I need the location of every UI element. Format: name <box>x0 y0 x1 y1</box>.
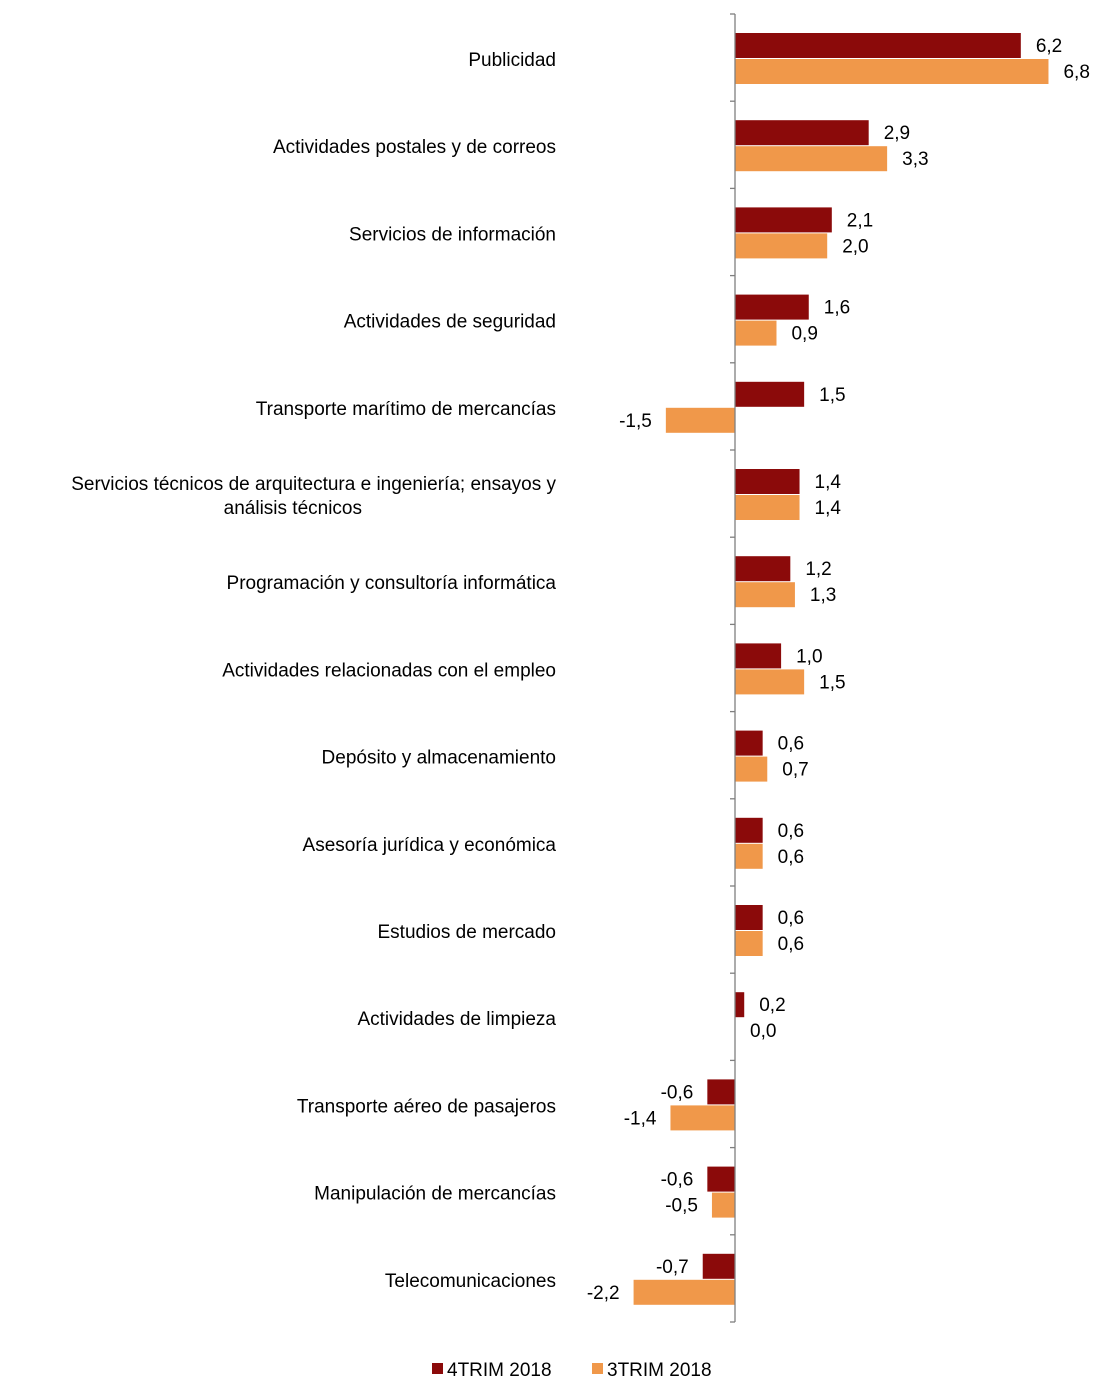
value-label-3trim-2018-estudios-de-mercado: 0,6 <box>778 934 804 955</box>
category-label-servicios-de-informacion: Servicios de información <box>349 224 556 245</box>
category-labels: Publicidad Actividades postales y de corr… <box>71 50 556 1292</box>
bar-3trim-2018-asesoria-juridica-y-economica <box>735 843 763 869</box>
value-label-3trim-2018-transporte-aereo-de-pasajeros: -1,4 <box>624 1108 657 1129</box>
value-label-4trim-2018-asesoria-juridica-y-economica: 0,6 <box>778 821 804 842</box>
category-label-actividades-postales-y-de-correos: Actividades postales y de correos <box>273 137 556 158</box>
value-label-4trim-2018-actividades-de-limpieza: 0,2 <box>759 995 785 1016</box>
value-label-4trim-2018-transporte-aereo-de-pasajeros: -0,6 <box>661 1082 694 1103</box>
bar-4trim-2018-asesoria-juridica-y-economica <box>735 817 763 843</box>
value-axis <box>730 13 736 1323</box>
bar-4trim-2018-manipulacion-de-mercancias <box>707 1166 735 1192</box>
legend-label-4trim-2018: 4TRIM 2018 <box>447 1360 552 1380</box>
bar-3trim-2018-servicios-tecnicos-de-arquitectura-e-ingenieria-ensayos-y-analisis-tecnicos <box>735 495 800 520</box>
value-label-4trim-2018-servicios-de-informacion: 2,1 <box>847 210 873 231</box>
value-label-4trim-2018-actividades-relacionadas-con-el-empleo: 1,0 <box>796 646 822 667</box>
value-label-4trim-2018-transporte-maritimo-de-mercancias: 1,5 <box>819 385 845 406</box>
value-label-3trim-2018-servicios-de-informacion: 2,0 <box>842 236 868 257</box>
category-label-transporte-aereo-de-pasajeros: Transporte aéreo de pasajeros <box>297 1096 556 1117</box>
value-label-3trim-2018-telecomunicaciones: -2,2 <box>587 1283 620 1304</box>
value-label-4trim-2018-deposito-y-almacenamiento: 0,6 <box>778 734 804 755</box>
bar-4trim-2018-publicidad <box>735 33 1021 58</box>
bar-3trim-2018-transporte-aereo-de-pasajeros <box>670 1105 735 1131</box>
value-label-4trim-2018-actividades-de-seguridad: 1,6 <box>824 298 850 319</box>
bar-3trim-2018-servicios-de-informacion <box>735 233 828 259</box>
bar-3trim-2018-transporte-maritimo-de-mercancias <box>665 407 735 433</box>
bar-4trim-2018-actividades-de-seguridad <box>735 294 809 320</box>
bar-4trim-2018-servicios-de-informacion <box>735 207 832 233</box>
value-label-4trim-2018-actividades-postales-y-de-correos: 2,9 <box>884 123 910 144</box>
value-label-3trim-2018-asesoria-juridica-y-economica: 0,6 <box>778 847 804 868</box>
value-label-3trim-2018-actividades-postales-y-de-correos: 3,3 <box>902 149 928 170</box>
value-label-4trim-2018-servicios-tecnicos-de-arquitectura-e-ingenieria-ensayos-y-analisis-tecnicos: 1,4 <box>815 472 842 493</box>
bar-3trim-2018-actividades-de-seguridad <box>735 320 777 346</box>
value-label-3trim-2018-deposito-y-almacenamiento: 0,7 <box>782 760 808 781</box>
value-label-4trim-2018-estudios-de-mercado: 0,6 <box>778 908 804 929</box>
value-label-3trim-2018-programacion-y-consultoria-informatica: 1,3 <box>810 585 836 606</box>
bar-4trim-2018-transporte-aereo-de-pasajeros <box>707 1079 735 1105</box>
bar-4trim-2018-actividades-relacionadas-con-el-empleo <box>735 643 782 669</box>
value-label-4trim-2018-programacion-y-consultoria-informatica: 1,2 <box>805 559 831 580</box>
bar-3trim-2018-programacion-y-consultoria-informatica <box>735 582 795 608</box>
bar-3trim-2018-publicidad <box>735 59 1049 84</box>
value-label-3trim-2018-servicios-tecnicos-de-arquitectura-e-ingenieria-ensayos-y-analisis-tecnicos: 1,4 <box>815 498 842 519</box>
value-label-4trim-2018-telecomunicaciones: -0,7 <box>656 1257 689 1278</box>
bar-4trim-2018-deposito-y-almacenamiento <box>735 730 763 756</box>
category-label-programacion-y-consultoria-informatica: Programación y consultoría informática <box>227 573 557 594</box>
category-label-line: Servicios técnicos de arquitectura e ing… <box>71 474 556 495</box>
bar-3trim-2018-manipulacion-de-mercancias <box>711 1192 735 1218</box>
category-label-estudios-de-mercado: Estudios de mercado <box>378 922 557 943</box>
bars-layer <box>633 33 1049 1305</box>
category-label-actividades-de-limpieza: Actividades de limpieza <box>357 1009 556 1030</box>
value-label-3trim-2018-publicidad: 6,8 <box>1063 62 1089 83</box>
category-label-manipulacion-de-mercancias: Manipulación de mercancías <box>314 1184 556 1205</box>
category-label-transporte-maritimo-de-mercancias: Transporte marítimo de mercancías <box>256 399 556 420</box>
bar-3trim-2018-actividades-relacionadas-con-el-empleo <box>735 669 805 695</box>
category-label-servicios-tecnicos-de-arquitectura-e-ingenieria-ensayos-y-analisis-tecnicos: Servicios técnicos de arquitectura e ing… <box>71 474 556 519</box>
bar-4trim-2018-telecomunicaciones <box>702 1253 735 1279</box>
bar-3trim-2018-telecomunicaciones <box>633 1279 735 1305</box>
bar-3trim-2018-estudios-de-mercado <box>735 931 763 956</box>
value-label-4trim-2018-manipulacion-de-mercancias: -0,6 <box>661 1170 694 1191</box>
bar-4trim-2018-actividades-de-limpieza <box>735 992 745 1018</box>
value-label-3trim-2018-actividades-de-limpieza: 0,0 <box>750 1021 776 1042</box>
value-label-3trim-2018-actividades-de-seguridad: 0,9 <box>791 324 817 345</box>
value-labels: 6,26,8 2,9 3,3 2,1 2,0 1,6 0,9 1,5 -1,5 1,4 1,4 1,2… <box>587 36 1090 1304</box>
bar-4trim-2018-transporte-maritimo-de-mercancias <box>735 381 805 407</box>
bar-4trim-2018-estudios-de-mercado <box>735 905 763 930</box>
bar-3trim-2018-deposito-y-almacenamiento <box>735 756 768 782</box>
value-label-3trim-2018-manipulacion-de-mercancias: -0,5 <box>665 1196 698 1217</box>
category-label-actividades-relacionadas-con-el-empleo: Actividades relacionadas con el empleo <box>222 660 556 681</box>
legend-label-3trim-2018: 3TRIM 2018 <box>607 1360 712 1380</box>
value-label-4trim-2018-publicidad: 6,2 <box>1036 36 1062 57</box>
category-label-line: análisis técnicos <box>224 498 362 519</box>
bar-3trim-2018-actividades-postales-y-de-correos <box>735 146 888 172</box>
bar-4trim-2018-programacion-y-consultoria-informatica <box>735 556 791 582</box>
category-label-publicidad: Publicidad <box>468 50 556 71</box>
category-label-asesoria-juridica-y-economica: Asesoría jurídica y económica <box>303 835 557 856</box>
legend-swatch-4trim-2018 <box>432 1363 443 1374</box>
category-label-deposito-y-almacenamiento: Depósito y almacenamiento <box>322 748 556 769</box>
bar-4trim-2018-servicios-tecnicos-de-arquitectura-e-ingenieria-ensayos-y-analisis-tecnicos <box>735 469 800 494</box>
category-label-actividades-de-seguridad: Actividades de seguridad <box>344 312 556 333</box>
value-label-3trim-2018-transporte-maritimo-de-mercancias: -1,5 <box>619 411 652 432</box>
category-label-telecomunicaciones: Telecomunicaciones <box>385 1271 556 1292</box>
legend: 4TRIM 2018 3TRIM 2018 <box>432 1360 712 1380</box>
legend-swatch-3trim-2018 <box>592 1363 603 1374</box>
bar-4trim-2018-actividades-postales-y-de-correos <box>735 120 869 146</box>
value-label-3trim-2018-actividades-relacionadas-con-el-empleo: 1,5 <box>819 672 845 693</box>
